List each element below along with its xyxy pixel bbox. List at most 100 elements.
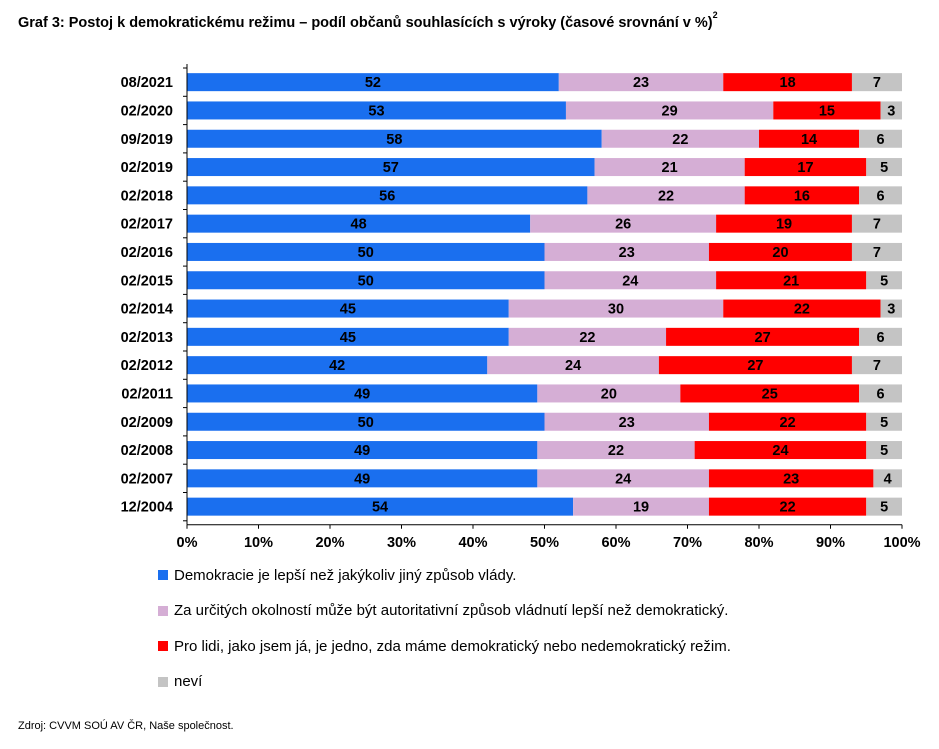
data-label: 24 [772, 443, 788, 459]
data-label: 5 [880, 500, 888, 516]
bar-segment-series-1 [187, 356, 488, 375]
data-label: 6 [877, 330, 885, 346]
category-label: 02/2020 [121, 103, 173, 119]
legend-label: Demokracie je lepší než jakýkoliv jiný z… [174, 566, 517, 584]
data-label: 20 [601, 386, 617, 402]
category-label: 02/2015 [121, 273, 173, 289]
data-label: 23 [633, 75, 649, 91]
bar-segment-series-3 [723, 73, 852, 92]
x-tick-label: 100% [883, 535, 920, 551]
bar-segment-series-3 [716, 214, 852, 233]
data-label: 5 [880, 415, 888, 431]
bar-segment-series-3 [723, 299, 881, 318]
data-label: 24 [622, 273, 638, 289]
data-label: 7 [873, 75, 881, 91]
legend-swatch [158, 676, 168, 687]
legend-label: Za určitých okolností může být autoritat… [174, 602, 729, 619]
data-label: 57 [383, 160, 399, 176]
data-label: 19 [633, 500, 649, 516]
bar-segment-series-3 [708, 469, 874, 488]
category-label: 02/2017 [121, 217, 173, 233]
data-label: 6 [877, 386, 885, 402]
bar-segment-series-3 [694, 441, 867, 460]
data-label: 22 [579, 330, 595, 346]
x-tick-label: 90% [816, 535, 845, 551]
data-label: 7 [873, 245, 881, 261]
category-label: 09/2019 [121, 132, 173, 148]
bar-segment-series-3 [708, 242, 852, 261]
bar-segment-series-1 [187, 129, 602, 148]
legend-item: Za určitých okolností může být autoritat… [158, 602, 731, 620]
category-label: 02/2008 [121, 443, 173, 459]
x-tick-label: 0% [177, 535, 198, 551]
bar-segment-series-4 [851, 214, 902, 233]
bar-segment-series-4 [851, 242, 902, 261]
data-label: 29 [662, 103, 678, 119]
data-label: 50 [358, 415, 374, 431]
bar-segment-series-2 [565, 101, 774, 120]
bar-segment-series-4 [866, 271, 902, 290]
category-label: 02/2018 [121, 188, 173, 204]
category-label: 02/2019 [121, 160, 173, 176]
x-tick-label: 30% [387, 535, 416, 551]
bar-segment-series-2 [537, 441, 695, 460]
data-label: 23 [619, 415, 635, 431]
data-label: 19 [776, 217, 792, 233]
bar-segment-series-3 [680, 384, 860, 403]
bar-segment-series-3 [773, 101, 881, 120]
data-label: 26 [615, 217, 631, 233]
bar-segment-series-4 [880, 299, 902, 318]
data-label: 3 [887, 302, 895, 318]
bar-segment-series-1 [187, 214, 531, 233]
bar-segment-series-4 [859, 129, 902, 148]
data-label: 24 [615, 471, 631, 487]
legend-item: Pro lidi, jako jsem já, je jedno, zda má… [158, 637, 731, 655]
data-label: 45 [340, 302, 356, 318]
data-label: 49 [354, 386, 370, 402]
bar-segment-series-2 [587, 186, 745, 205]
legend-item: Demokracie je lepší než jakýkoliv jiný z… [158, 566, 731, 584]
legend-item: neví [158, 673, 731, 691]
bar-segment-series-2 [601, 129, 759, 148]
data-label: 4 [884, 471, 892, 487]
data-label: 48 [351, 217, 367, 233]
bar-segment-series-3 [658, 356, 852, 375]
bar-segment-series-3 [708, 412, 867, 431]
data-label: 23 [619, 245, 635, 261]
x-tick-label: 70% [673, 535, 702, 551]
data-label: 56 [379, 188, 395, 204]
bar-segment-series-4 [873, 469, 902, 488]
x-tick-label: 20% [315, 535, 344, 551]
bar-segment-series-4 [859, 327, 902, 346]
bar-segment-series-4 [866, 158, 902, 177]
bar-segment-series-1 [187, 327, 509, 346]
bar-segment-series-4 [851, 73, 902, 92]
data-label: 7 [873, 217, 881, 233]
data-label: 22 [672, 132, 688, 148]
legend-swatch [158, 570, 168, 580]
x-tick-label: 60% [601, 535, 630, 551]
bar-segment-series-1 [187, 73, 559, 92]
bar-segment-series-2 [530, 214, 717, 233]
bar-segment-series-2 [487, 356, 659, 375]
data-label: 7 [873, 358, 881, 374]
category-label: 02/2009 [121, 415, 173, 431]
data-label: 5 [880, 160, 888, 176]
data-label: 20 [772, 245, 788, 261]
data-label: 50 [358, 273, 374, 289]
data-label: 24 [565, 358, 581, 374]
data-label: 22 [608, 443, 624, 459]
bar-segment-series-2 [558, 73, 724, 92]
data-label: 30 [608, 302, 624, 318]
data-label: 22 [658, 188, 674, 204]
data-label: 22 [780, 415, 796, 431]
category-label: 02/2011 [121, 386, 173, 402]
data-label: 42 [329, 358, 345, 374]
bar-segment-series-4 [866, 441, 902, 460]
data-label: 49 [354, 471, 370, 487]
chart-title-footnote: 2 [712, 10, 718, 20]
category-label: 12/2004 [121, 500, 173, 516]
bar-segment-series-3 [666, 327, 860, 346]
bar-segment-series-1 [187, 242, 545, 261]
bar-segment-series-2 [537, 469, 709, 488]
